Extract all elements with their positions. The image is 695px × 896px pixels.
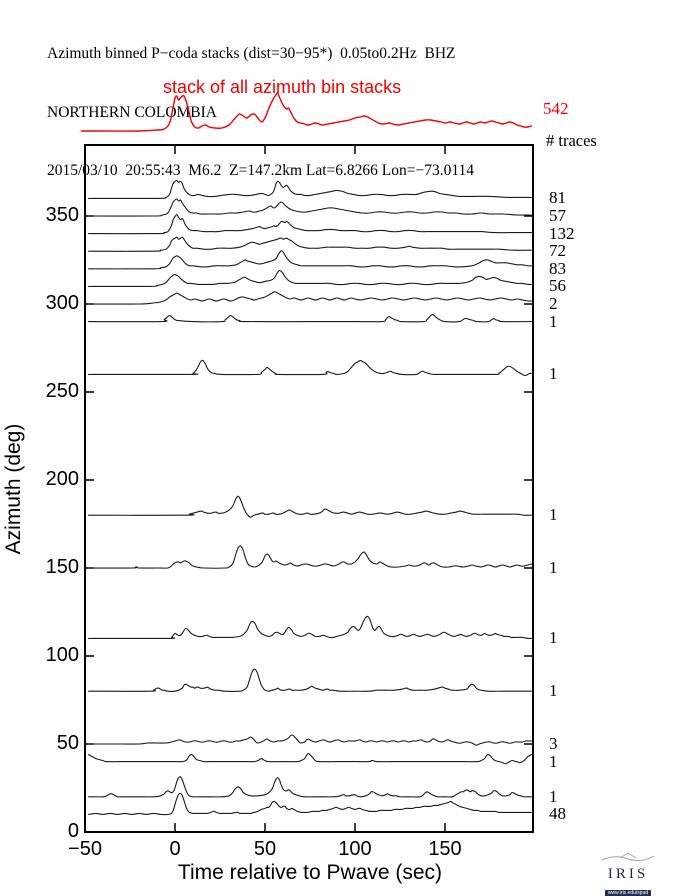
y-tick-label: 100 bbox=[45, 644, 79, 666]
trace-az-320 bbox=[88, 250, 532, 270]
stack-trace-count: 542 bbox=[543, 99, 569, 118]
trace-az-300 bbox=[88, 291, 532, 305]
x-tick-label: 150 bbox=[428, 838, 462, 860]
trace-count-label: 48 bbox=[549, 804, 566, 824]
stack-trace bbox=[80, 92, 533, 132]
title-block: Azimuth binned P−coda stacks (dist=30−95… bbox=[47, 5, 474, 220]
trace-count-label: 1 bbox=[549, 681, 558, 701]
trace-count-label: 3 bbox=[549, 734, 558, 753]
iris-logo-text: IRIS bbox=[607, 866, 649, 882]
x-axis-title: Time relative to Pwave (sec) bbox=[177, 861, 443, 884]
y-tick-label: 0 bbox=[67, 820, 79, 842]
trace-az-260 bbox=[88, 359, 532, 377]
title-line-1: Azimuth binned P−coda stacks (dist=30−95… bbox=[47, 45, 456, 62]
trace-az-310 bbox=[88, 269, 532, 288]
iris-logo: IRIS www.iris.edu/spud bbox=[588, 849, 668, 896]
y-tick-label: 150 bbox=[45, 556, 79, 578]
x-tick-label: 0 bbox=[169, 838, 181, 860]
trace-count-label: 1 bbox=[549, 505, 558, 525]
x-tick-label: 100 bbox=[338, 838, 372, 860]
trace-az-340 bbox=[88, 214, 532, 235]
y-tick-label: 50 bbox=[56, 732, 79, 754]
trace-az-360 bbox=[88, 179, 532, 200]
trace-az-290 bbox=[88, 314, 532, 323]
stack-annotation-label: stack of all azimuth bin stacks bbox=[163, 77, 402, 97]
iris-logo-url: www.iris.edu/spud bbox=[604, 890, 652, 896]
trace-az-80 bbox=[88, 668, 532, 692]
trace-count-label: 2 bbox=[549, 294, 558, 313]
plot-frame bbox=[84, 144, 534, 833]
trace-az-150 bbox=[88, 545, 532, 569]
trace-count-label: 1 bbox=[549, 786, 558, 806]
y-tick-label: 300 bbox=[45, 292, 79, 314]
trace-az-40 bbox=[88, 753, 532, 765]
trace-count-label: 132 bbox=[549, 223, 575, 243]
trace-count-label: 57 bbox=[549, 206, 566, 225]
y-tick-label: 200 bbox=[45, 468, 79, 490]
trace-count-label: 72 bbox=[549, 241, 566, 261]
trace-count-label: 81 bbox=[549, 188, 566, 208]
trace-count-label: 1 bbox=[549, 311, 558, 331]
trace-az-180 bbox=[88, 495, 532, 518]
title-line-3: 2015/03/10 20:55:43 M6.2 Z=147.2km Lat=6… bbox=[47, 162, 475, 179]
iris-logo-flourish-icon bbox=[601, 852, 655, 861]
trace-az-20 bbox=[88, 776, 532, 798]
trace-az-110 bbox=[88, 615, 532, 640]
x-tick-label: −50 bbox=[68, 838, 102, 860]
trace-count-label: 83 bbox=[549, 258, 566, 278]
y-tick-label: 250 bbox=[45, 380, 79, 402]
trace-count-label: 1 bbox=[549, 364, 558, 384]
traces-column-header: # traces bbox=[546, 131, 597, 150]
trace-az-10 bbox=[88, 792, 532, 816]
trace-az-330 bbox=[88, 236, 532, 252]
trace-az-50 bbox=[88, 734, 532, 746]
x-tick-label: 50 bbox=[253, 838, 277, 860]
trace-count-label: 1 bbox=[549, 751, 558, 771]
title-line-2: NORTHERN COLOMBIA bbox=[47, 103, 218, 121]
y-tick-label: 350 bbox=[45, 204, 79, 226]
trace-count-label: 56 bbox=[549, 276, 566, 296]
trace-az-350 bbox=[88, 198, 532, 217]
trace-count-label: 1 bbox=[549, 558, 558, 577]
trace-count-label: 1 bbox=[549, 628, 558, 648]
